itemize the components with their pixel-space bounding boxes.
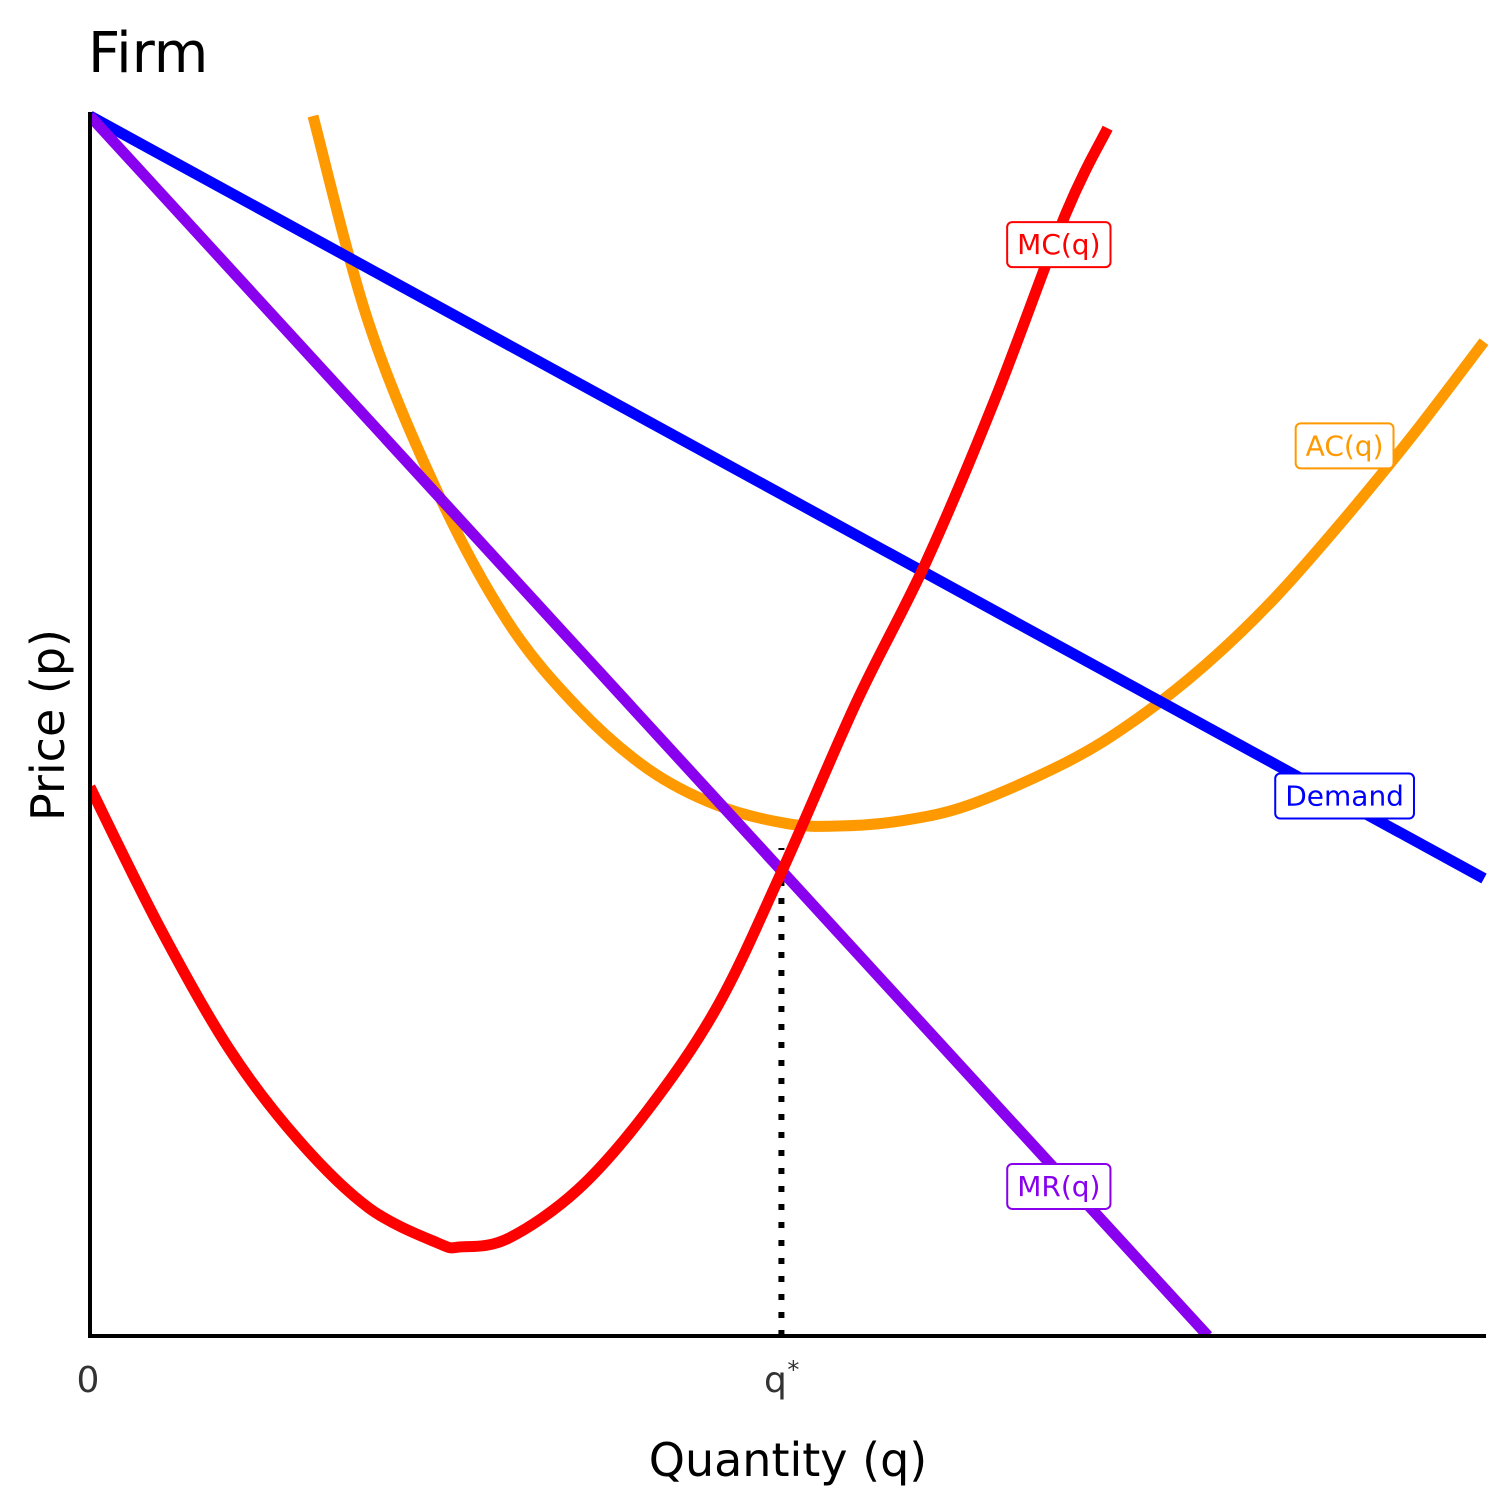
series-line-ac-q bbox=[307, 114, 1489, 832]
x-axis-title: Quantity (q) bbox=[649, 1433, 928, 1487]
curve-label-demand: Demand bbox=[1274, 772, 1415, 820]
curve-label-box bbox=[1006, 1162, 1112, 1210]
series-line-mr-q bbox=[90, 112, 1213, 1336]
x-tick-label: q bbox=[764, 1360, 787, 1401]
curve-label-mc-q: MC(q) bbox=[1006, 221, 1112, 269]
series-line-demand bbox=[90, 111, 1487, 884]
curve-label-ac-q: AC(q) bbox=[1294, 422, 1395, 470]
curve-label-box bbox=[1006, 221, 1112, 269]
curve-label-text: AC(q) bbox=[1306, 429, 1384, 462]
y-axis-title: Price (p) bbox=[21, 629, 75, 821]
curve-label-text: MR(q) bbox=[1017, 1170, 1100, 1203]
curve-label-mr-q: MR(q) bbox=[1006, 1162, 1112, 1210]
plot-area: MC(q) AC(q) Demand MR(q) bbox=[90, 111, 1489, 1336]
x-axis-ticks: 0 q * bbox=[77, 1356, 800, 1401]
x-tick-superscript: * bbox=[787, 1356, 799, 1384]
x-tick-label: 0 bbox=[77, 1360, 100, 1401]
chart-title: Firm bbox=[88, 21, 208, 86]
series-line-mc-q bbox=[90, 125, 1113, 1254]
curve-label-text: MC(q) bbox=[1017, 228, 1100, 261]
curve-label-text: Demand bbox=[1285, 780, 1404, 813]
curve-label-box bbox=[1274, 772, 1415, 820]
curve-label-box bbox=[1294, 422, 1395, 470]
